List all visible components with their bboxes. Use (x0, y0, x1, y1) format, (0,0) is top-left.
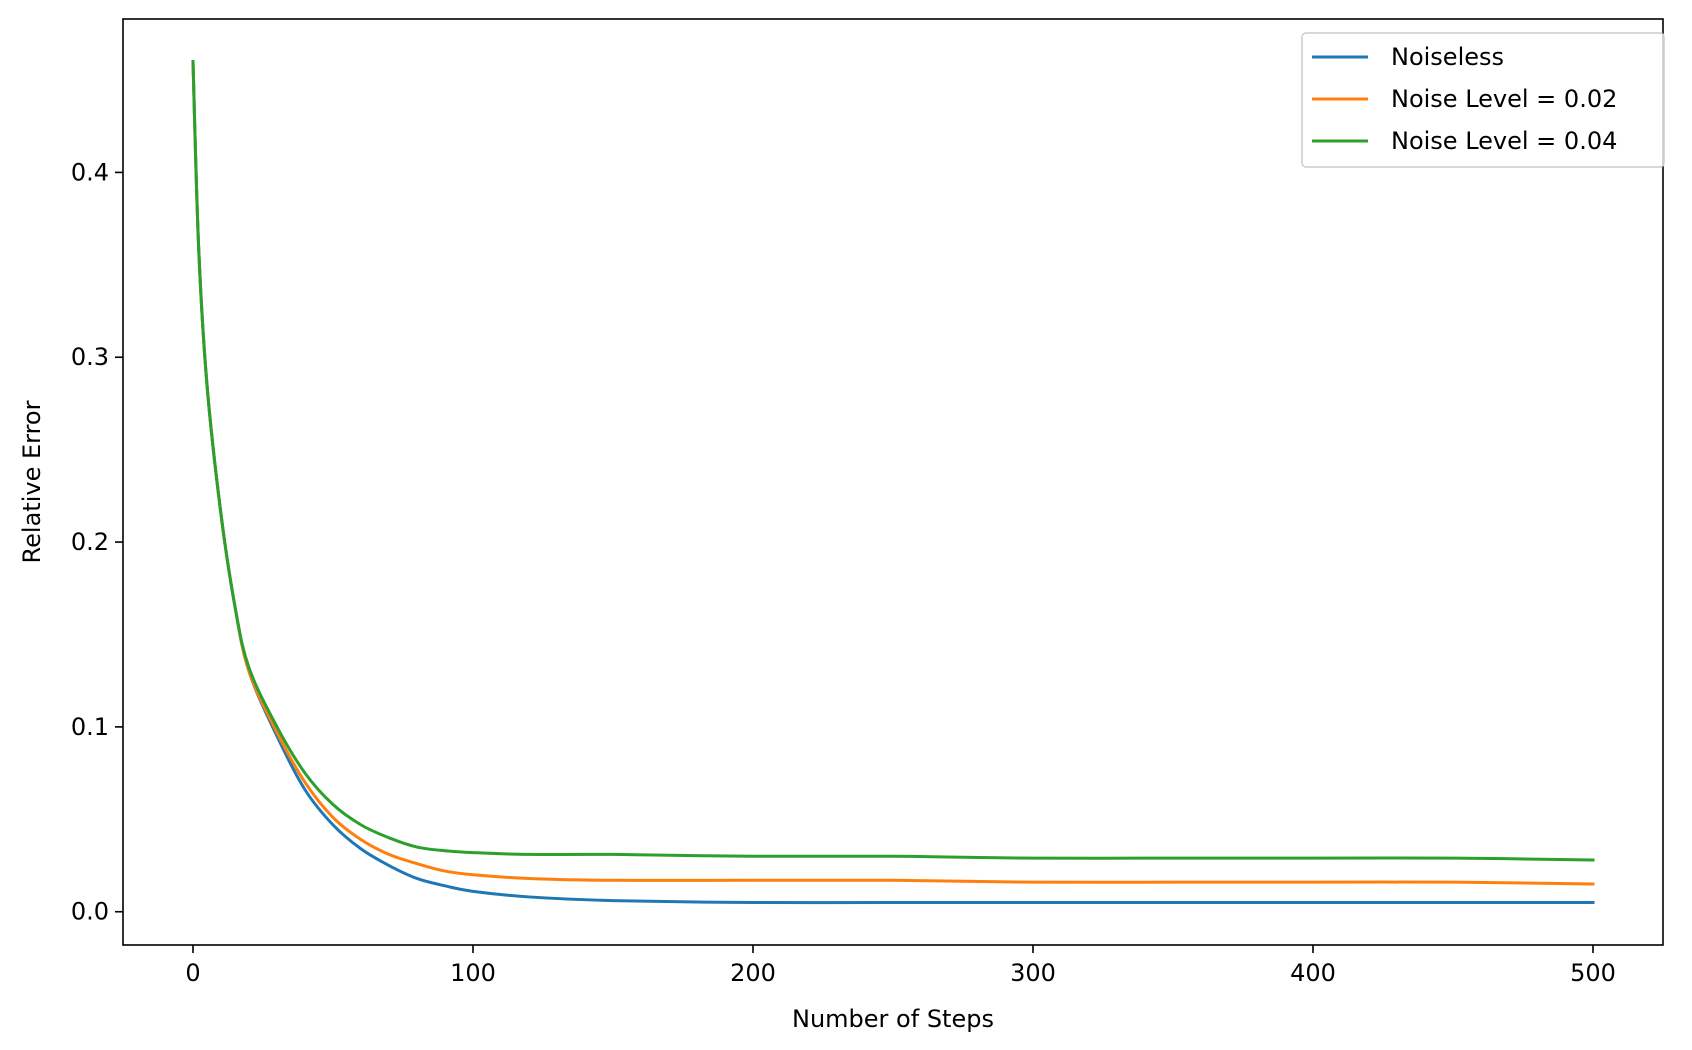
x-tick-label: 100 (450, 959, 496, 987)
legend-label: Noise Level = 0.04 (1391, 127, 1617, 155)
axes-frame (122, 18, 1664, 946)
y-tick-label: 0.4 (71, 158, 109, 186)
y-tick-label: 0.0 (71, 898, 109, 926)
x-axis-label: Number of Steps (792, 1005, 994, 1033)
x-axis-ticks: 0 100 200 300 400 500 (185, 945, 1616, 987)
series-layer (191, 59, 1595, 905)
legend-box (1301, 32, 1665, 168)
legend-label: Noise Level = 0.02 (1391, 85, 1617, 113)
series-line-2 (191, 59, 1595, 862)
y-tick-label: 0.1 (71, 713, 109, 741)
x-tick-label: 500 (1570, 959, 1616, 987)
x-tick-label: 300 (1010, 959, 1056, 987)
x-tick-label: 200 (730, 959, 776, 987)
y-axis-label: Relative Error (18, 400, 46, 563)
x-tick-label: 400 (1290, 959, 1336, 987)
legend: Noiseless Noise Level = 0.02 Noise Level =… (1301, 32, 1665, 168)
x-tick-label: 0 (185, 959, 200, 987)
legend-label: Noiseless (1391, 43, 1504, 71)
y-tick-label: 0.3 (71, 343, 109, 371)
y-axis-ticks: 0.0 0.1 0.2 0.3 0.4 (71, 158, 123, 926)
y-tick-label: 0.2 (71, 528, 109, 556)
